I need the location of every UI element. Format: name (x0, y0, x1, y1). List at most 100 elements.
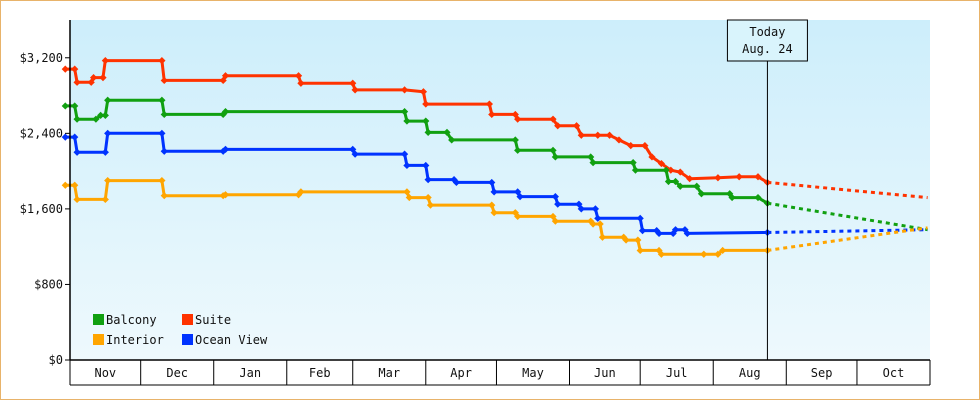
month-label-may: May (522, 366, 544, 380)
series-ocean-view-point (514, 188, 522, 196)
series-suite-point (657, 159, 665, 168)
series-interior-point (294, 191, 303, 199)
series-balcony-point (664, 177, 673, 186)
month-label-dec: Dec (166, 366, 188, 380)
legend-item-balcony: Balcony (93, 313, 157, 327)
series-suite-point (714, 174, 722, 182)
legend-item-suite: Suite (182, 313, 231, 327)
series-suite-point (511, 110, 519, 119)
series-suite-point (577, 131, 585, 139)
series-suite-point (627, 142, 635, 150)
series-balcony-point (631, 166, 640, 174)
series-suite-point (488, 110, 496, 119)
series-suite-point (160, 76, 168, 85)
series-suite-point (686, 175, 694, 183)
series-balcony-point (443, 128, 451, 136)
series-ocean-view-point (424, 176, 432, 184)
series-interior-point (596, 220, 604, 228)
series-ocean-view-point (422, 161, 430, 170)
series-suite-point (400, 86, 409, 94)
month-label-apr: Apr (450, 366, 472, 380)
series-balcony-point (104, 96, 112, 104)
y-tick-label: $0 (49, 353, 63, 367)
month-label-sep: Sep (811, 366, 833, 380)
series-balcony-point (589, 159, 597, 167)
series-ocean-view (61, 129, 928, 238)
y-tick-label: $2,400 (20, 126, 63, 140)
series-suite-point (676, 168, 684, 176)
series-interior-point (622, 236, 630, 244)
series-suite-point (349, 79, 357, 87)
series-interior-forecast-line (767, 226, 928, 252)
y-tick-label: $800 (34, 277, 63, 291)
series-ocean-view-point (490, 188, 498, 196)
series-balcony-point (97, 111, 105, 119)
series-suite-point (422, 100, 430, 108)
series-ocean-view-point (160, 147, 168, 155)
series-interior-point (719, 246, 727, 255)
series-suite-point (594, 131, 602, 139)
series-suite-point (485, 100, 493, 108)
series-balcony-point (160, 110, 168, 119)
series-suite-point (549, 115, 557, 123)
today-marker: Today Aug. 24 (726, 19, 808, 360)
today-box (726, 19, 808, 62)
series-balcony-point (671, 177, 680, 186)
series-balcony-point (551, 153, 559, 161)
series-ocean-view-point (638, 227, 647, 235)
legend-item-interior: Interior (93, 333, 164, 347)
series-balcony-point (587, 153, 595, 161)
series-suite-point (667, 166, 675, 174)
series-suite-point (158, 57, 166, 65)
month-label-mar: Mar (378, 366, 400, 380)
month-label-jun: Jun (594, 366, 616, 380)
series-balcony-point (514, 146, 522, 154)
series-balcony-point (662, 166, 670, 174)
series-ocean-view-point (551, 193, 559, 201)
series-balcony-point (726, 190, 734, 198)
series-ocean-view-point (349, 145, 357, 153)
series-interior-point (488, 201, 496, 209)
series-suite-point (99, 74, 107, 82)
series-suite-point (641, 142, 649, 150)
series-balcony (61, 96, 928, 232)
legend-label-balcony: Balcony (106, 313, 157, 327)
series-ocean-view-point (655, 229, 663, 238)
series-suite-point (219, 76, 227, 85)
legend-label-ocean-view: Ocean View (195, 333, 268, 347)
series-suite-point (419, 88, 428, 96)
series-balcony-point (221, 108, 230, 116)
series-interior-point (424, 193, 432, 202)
series-balcony-point (448, 136, 456, 144)
series-suite-point (71, 65, 79, 73)
series-ocean-view-point (158, 129, 166, 137)
series-interior-point (657, 250, 665, 258)
month-label-oct: Oct (883, 366, 905, 380)
series-ocean-view-point (73, 148, 81, 156)
y-tick-label: $3,200 (20, 51, 63, 65)
series-suite-point (605, 131, 614, 139)
legend: Balcony Suite Interior Ocean View (93, 313, 268, 347)
legend-item-ocean-view: Ocean View (182, 333, 268, 347)
series-interior-point (655, 246, 663, 255)
series-interior-point (61, 181, 69, 189)
series-balcony-point (728, 193, 736, 202)
series-balcony-point (422, 117, 430, 125)
series-suite-point (554, 122, 562, 130)
series-interior-point (549, 212, 557, 221)
series-ocean-view-point (577, 205, 585, 213)
series-balcony-point (754, 193, 762, 202)
y-tick-label: $1,600 (20, 202, 63, 216)
legend-swatch-suite (182, 314, 193, 325)
series-suite-point (61, 65, 69, 73)
series-ocean-view-point (516, 193, 524, 201)
series-ocean-view-point (351, 150, 359, 158)
axes-layer: $0 $800 $1,600 $2,400 $3,200 Nov Dec Jan Feb Mar A… (20, 20, 931, 386)
series-interior-point (71, 181, 79, 189)
series-balcony-point (511, 136, 519, 144)
month-label-jul: Jul (666, 366, 688, 380)
today-date: Aug. 24 (742, 42, 793, 56)
series-interior-point (426, 201, 435, 209)
series-interior-point (700, 250, 708, 258)
